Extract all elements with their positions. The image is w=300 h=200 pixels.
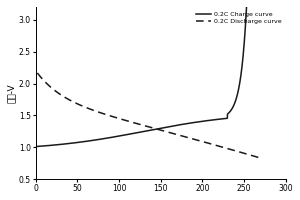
0.2C Charge curve xyxy=(253,3,256,5)
Legend: 0.2C Charge curve, 0.2C Discharge curve: 0.2C Charge curve, 0.2C Discharge curve xyxy=(194,10,283,25)
0.2C Discharge curve xyxy=(256,156,260,158)
0.2C Discharge curve xyxy=(75,102,78,105)
0.2C Charge curve xyxy=(73,142,76,144)
0.2C Discharge curve xyxy=(132,121,135,124)
0.2C Discharge curve xyxy=(36,72,39,74)
Y-axis label: 电压-V: 电压-V xyxy=(7,83,16,103)
0.2C Charge curve xyxy=(59,143,63,146)
0.2C Charge curve xyxy=(229,110,232,112)
0.2C Discharge curve xyxy=(61,95,65,97)
0.2C Discharge curve xyxy=(122,119,125,121)
Line: 0.2C Charge curve: 0.2C Charge curve xyxy=(36,4,259,147)
0.2C Discharge curve xyxy=(232,149,236,152)
0.2C Discharge curve xyxy=(261,157,264,160)
0.2C Charge curve xyxy=(129,133,133,135)
0.2C Charge curve xyxy=(120,134,123,137)
0.2C Charge curve xyxy=(34,145,38,148)
0.2C Charge curve xyxy=(257,3,261,5)
0.2C Charge curve xyxy=(245,3,248,5)
Line: 0.2C Discharge curve: 0.2C Discharge curve xyxy=(38,73,262,159)
